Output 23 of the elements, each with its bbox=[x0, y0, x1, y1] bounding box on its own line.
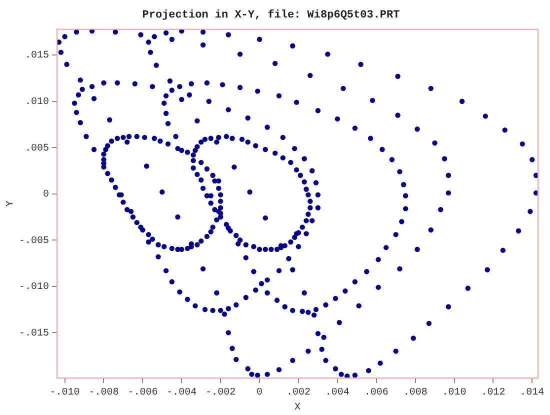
x-tick-label: .014 bbox=[520, 388, 544, 399]
y-tick-label: .015 bbox=[24, 50, 50, 62]
y-tick-label: -.015 bbox=[18, 328, 50, 340]
x-tick-label: .008 bbox=[403, 388, 428, 399]
x-tick-label: -.002 bbox=[206, 388, 236, 399]
x-axis-title: X bbox=[294, 402, 301, 414]
y-tick-label: 0 bbox=[42, 190, 50, 201]
x-tick-label: -.004 bbox=[166, 388, 197, 399]
x-tick-label: .004 bbox=[325, 388, 350, 399]
x-tick-label: -.010 bbox=[50, 388, 80, 399]
y-axis-title: Y bbox=[6, 200, 17, 207]
x-tick-label: .010 bbox=[442, 388, 466, 399]
x-tick-label: -.006 bbox=[128, 388, 158, 399]
x-tick-label: -.008 bbox=[88, 388, 119, 399]
chart-title: Projection in X-Y, file: Wi8p6Q5t03.PRT bbox=[142, 8, 400, 22]
x-tick-label: 0 bbox=[256, 388, 263, 399]
x-tick-label: .006 bbox=[364, 388, 388, 399]
y-tick-label: -.005 bbox=[18, 236, 50, 247]
y-tick-label: -.010 bbox=[18, 282, 50, 294]
y-tick-label: .005 bbox=[24, 143, 50, 154]
x-tick-label: .002 bbox=[286, 388, 310, 399]
y-tick-label: .010 bbox=[24, 97, 50, 108]
x-tick-label: .012 bbox=[481, 388, 506, 399]
